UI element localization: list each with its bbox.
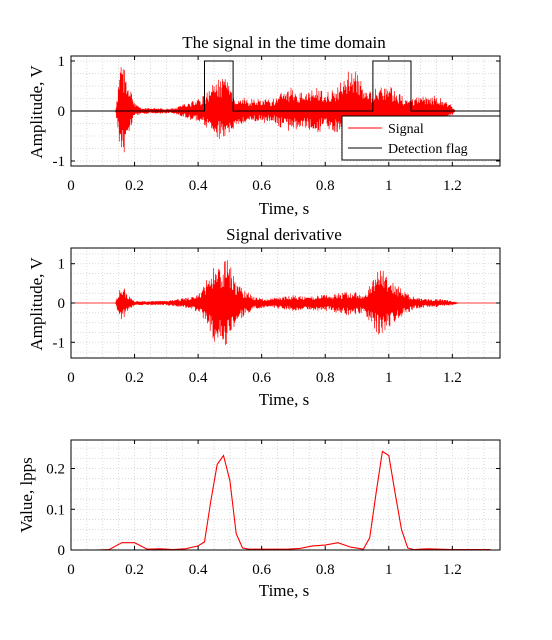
x-tick-label: 0.6 — [252, 370, 271, 386]
x-tick-label: 0 — [67, 370, 75, 386]
plot-area: 0 0.2 0.4 0.6 0.8 1 1.2 -1 0 1 — [53, 247, 501, 386]
legend-entry: Detection flag — [388, 142, 468, 157]
y-tick-label: 1 — [58, 54, 66, 70]
x-tick-label: 1.2 — [443, 562, 462, 578]
x-tick-label: 0.8 — [316, 370, 335, 386]
x-tick-label: 1.2 — [443, 370, 462, 386]
chart-title: Signal derivative — [226, 225, 342, 244]
x-tick-label: 0.2 — [125, 370, 144, 386]
signal-series-line — [71, 260, 500, 345]
x-tick-label: 0 — [67, 562, 75, 578]
grid — [70, 440, 501, 551]
x-tick-label: 1.2 — [443, 178, 462, 194]
x-tick-label: 0.6 — [252, 562, 271, 578]
x-tick-label: 1 — [385, 370, 393, 386]
y-axis-label: Value, lpps — [17, 457, 36, 533]
time-domain-panel: The signal in the time domain Amplitude,… — [27, 33, 501, 218]
y-axis-label: Amplitude, V — [27, 257, 46, 351]
x-tick-label: 0.4 — [189, 370, 208, 386]
plot-area: 0 0.2 0.4 0.6 0.8 1 1.2 0 0.1 0.2 — [46, 439, 501, 578]
y-tick-label: 0 — [58, 104, 66, 120]
y-tick-label: 0 — [58, 543, 66, 559]
x-tick-label: 0.2 — [125, 562, 144, 578]
plot-background — [71, 440, 500, 550]
value-panel: Value, lpps Time, s 0 0.2 0.4 0.6 0.8 1 1.2 0 0.… — [17, 439, 501, 600]
y-tick-label: -1 — [53, 335, 66, 351]
y-tick-label: 0 — [58, 296, 66, 312]
legend: Signal Detection flag — [341, 115, 501, 161]
chart-title: The signal in the time domain — [182, 33, 386, 52]
value-series-line — [71, 450, 491, 551]
x-tick-label: 0.2 — [125, 178, 144, 194]
legend-box — [341, 115, 501, 161]
x-tick-label: 0.4 — [189, 178, 208, 194]
y-tick-label: 0.1 — [46, 502, 65, 518]
y-tick-label: -1 — [53, 154, 66, 170]
axes-frame — [70, 439, 501, 551]
x-tick-label: 0.8 — [316, 562, 335, 578]
derivative-panel: Signal derivative Amplitude, V Time, s 0… — [27, 225, 501, 409]
legend-entry: Signal — [388, 122, 424, 137]
x-axis-label: Time, s — [259, 199, 309, 218]
x-tick-label: 0 — [67, 178, 75, 194]
x-tick-label: 0.8 — [316, 178, 335, 194]
x-tick-label: 1 — [385, 562, 393, 578]
x-axis-label: Time, s — [259, 390, 309, 409]
y-axis-label: Amplitude, V — [27, 65, 46, 159]
x-tick-label: 0.6 — [252, 178, 271, 194]
detection-flag-line — [71, 60, 500, 112]
y-tick-label: 0.2 — [46, 462, 65, 478]
x-axis-label: Time, s — [259, 581, 309, 600]
x-tick-label: 0.4 — [189, 562, 208, 578]
y-tick-label: 1 — [58, 257, 66, 273]
x-tick-label: 1 — [385, 178, 393, 194]
